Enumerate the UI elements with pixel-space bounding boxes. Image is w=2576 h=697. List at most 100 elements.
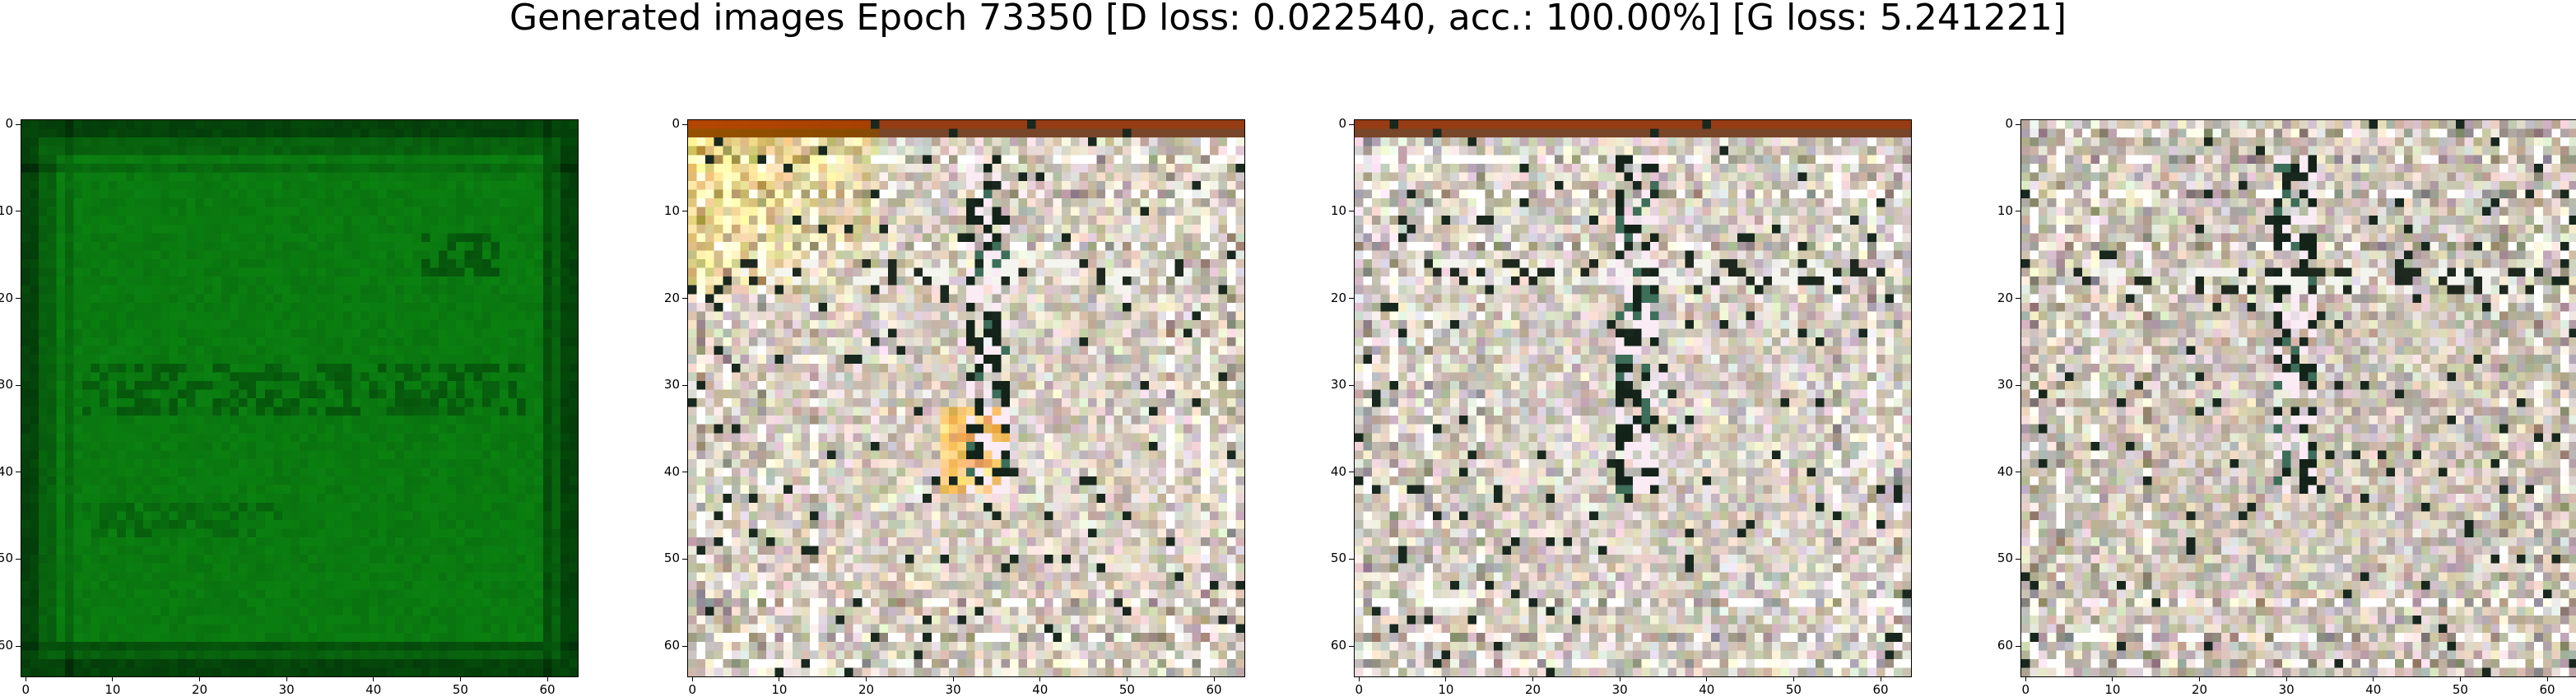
y-tick-label: 50 (0, 551, 13, 566)
generated-image-3 (1355, 120, 1911, 676)
x-tick-label: 0 (21, 682, 30, 697)
x-tick-label: 0 (688, 682, 697, 697)
y-tick-mark (2016, 558, 2020, 560)
x-tick-label: 30 (1611, 682, 1628, 697)
x-tick-mark (1793, 676, 1794, 681)
y-tick-label: 20 (1997, 290, 2013, 305)
y-tick-mark (1349, 384, 1354, 386)
y-tick-label: 60 (0, 638, 13, 653)
y-tick-mark (16, 123, 21, 125)
x-tick-mark (459, 676, 461, 681)
x-tick-label: 40 (1032, 682, 1049, 697)
y-tick-mark (682, 558, 687, 560)
y-tick-mark (2016, 645, 2020, 647)
x-tick-mark (1706, 676, 1708, 681)
x-tick-mark (2459, 676, 2461, 681)
y-tick-mark (682, 298, 687, 300)
y-tick-mark (1349, 123, 1354, 125)
x-tick-label: 60 (539, 682, 556, 697)
x-tick-label: 20 (858, 682, 875, 697)
y-tick-label: 30 (1997, 377, 2013, 393)
x-tick-mark (546, 676, 548, 681)
x-tick-label: 50 (452, 682, 468, 697)
y-tick-label: 40 (1997, 463, 2013, 479)
x-tick-mark (199, 676, 201, 681)
x-tick-mark (1532, 676, 1534, 681)
x-tick-mark (2285, 676, 2287, 681)
y-tick-mark (682, 123, 687, 125)
x-tick-mark (952, 676, 954, 681)
x-tick-mark (1445, 676, 1447, 681)
y-tick-mark (1349, 645, 1354, 647)
x-tick-label: 60 (2539, 682, 2555, 697)
generated-image-panel-1: 0 10 20 30 40 50 60 0 10 20 30 40 50 60 (0, 118, 579, 696)
y-tick-label: 0 (5, 116, 13, 132)
x-tick-mark (286, 676, 287, 681)
generated-image-panel-2: 0 10 20 30 40 50 60 0 10 20 30 40 50 60 (664, 118, 1245, 696)
y-tick-label: 50 (663, 551, 680, 566)
y-tick-label: 10 (1330, 202, 1346, 218)
x-tick-label: 40 (2365, 682, 2382, 697)
x-tick-label: 50 (1118, 682, 1135, 697)
y-tick-label: 40 (0, 463, 13, 479)
x-tick-mark (373, 676, 374, 681)
y-tick-label: 50 (1997, 551, 2013, 566)
y-tick-label: 20 (1330, 290, 1346, 305)
y-tick-label: 60 (1997, 638, 2013, 653)
generated-image-panel-4: 0 10 20 30 40 50 60 0 10 20 30 40 50 60 (1997, 118, 2576, 696)
generated-image-4 (2021, 120, 2576, 676)
x-tick-label: 50 (2452, 682, 2468, 697)
y-tick-label: 0 (2005, 116, 2013, 132)
x-tick-label: 30 (278, 682, 295, 697)
y-tick-label: 30 (663, 377, 680, 393)
x-tick-mark (1039, 676, 1041, 681)
y-tick-label: 20 (663, 290, 680, 305)
x-tick-label: 0 (1355, 682, 1364, 697)
y-tick-mark (2016, 123, 2020, 125)
x-tick-label: 40 (365, 682, 382, 697)
x-tick-label: 40 (1699, 682, 1715, 697)
y-tick-mark (682, 645, 687, 647)
generated-image-2 (688, 120, 1244, 676)
x-tick-label: 10 (2104, 682, 2121, 697)
y-tick-label: 0 (672, 116, 680, 132)
x-tick-mark (866, 676, 867, 681)
x-tick-label: 0 (2021, 682, 2030, 697)
generated-image-1 (21, 120, 578, 676)
x-tick-mark (1126, 676, 1128, 681)
x-tick-mark (112, 676, 114, 681)
y-tick-label: 20 (0, 290, 13, 305)
x-tick-label: 30 (945, 682, 961, 697)
x-tick-label: 30 (2278, 682, 2295, 697)
y-tick-label: 40 (1330, 463, 1346, 479)
x-tick-mark (2546, 676, 2548, 681)
x-tick-mark (2199, 676, 2201, 681)
y-tick-label: 40 (663, 463, 680, 479)
y-tick-label: 60 (663, 638, 680, 653)
y-tick-mark (16, 384, 21, 386)
y-tick-label: 10 (0, 202, 13, 218)
x-tick-mark (1358, 676, 1360, 681)
figure-title: Generated images Epoch 73350 [D loss: 0.… (509, 0, 2067, 39)
x-tick-mark (691, 676, 693, 681)
x-tick-mark (2373, 676, 2374, 681)
generated-image-panel-3: 0 10 20 30 40 50 60 0 10 20 30 40 50 60 (1331, 118, 1912, 696)
y-tick-mark (2016, 384, 2020, 386)
y-tick-mark (1349, 298, 1354, 300)
y-tick-mark (2016, 298, 2020, 300)
y-tick-label: 50 (1330, 551, 1346, 566)
x-tick-mark (2025, 676, 2026, 681)
x-tick-label: 20 (191, 682, 208, 697)
x-tick-label: 60 (1872, 682, 1889, 697)
y-tick-label: 10 (663, 202, 680, 218)
y-tick-mark (1349, 558, 1354, 560)
y-tick-label: 60 (1330, 638, 1346, 653)
x-tick-mark (1213, 676, 1215, 681)
x-tick-label: 10 (1438, 682, 1454, 697)
x-tick-mark (2112, 676, 2113, 681)
x-tick-label: 20 (2191, 682, 2208, 697)
y-tick-label: 0 (1338, 116, 1346, 132)
x-tick-label: 60 (1206, 682, 1222, 697)
x-tick-label: 10 (105, 682, 121, 697)
y-tick-mark (16, 645, 21, 647)
